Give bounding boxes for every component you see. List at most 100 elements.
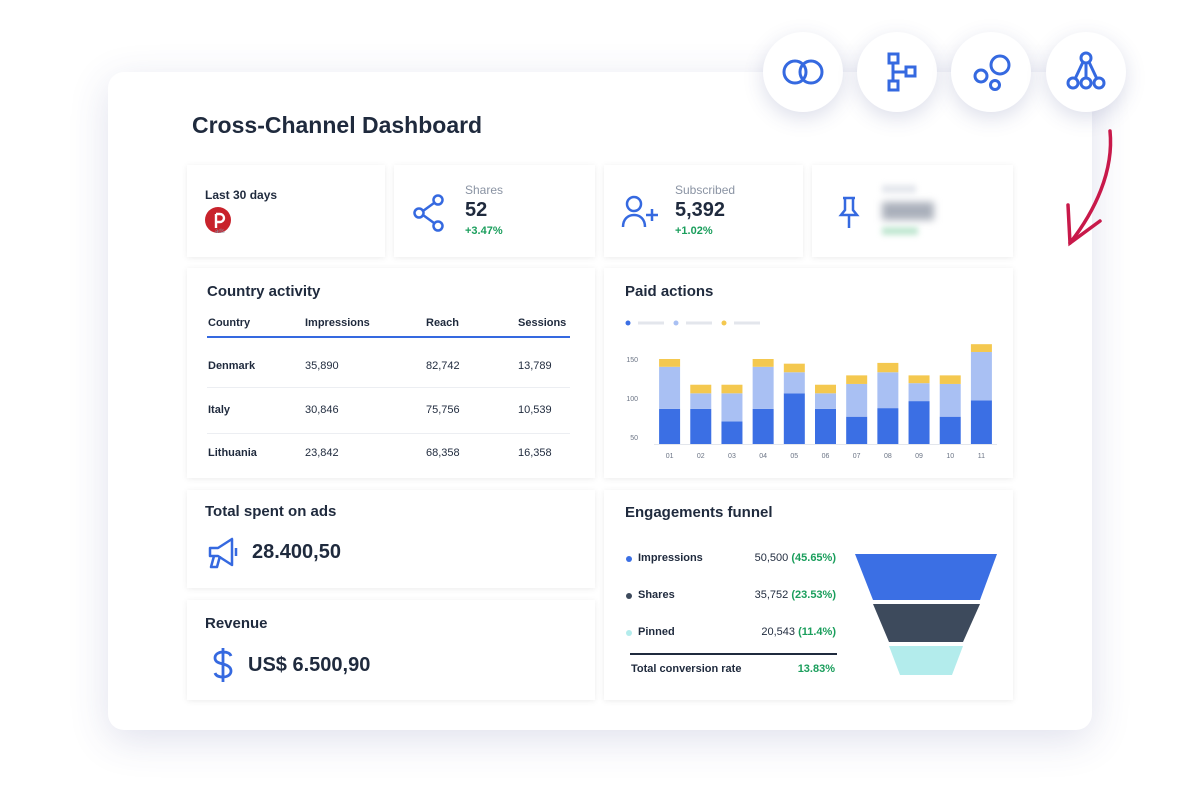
blurred-value: [882, 202, 934, 220]
x-tick-label: 07: [853, 453, 861, 460]
column-header: Sessions: [518, 317, 567, 329]
kpi-card: [812, 165, 1013, 257]
funnel-stage: [855, 554, 997, 600]
dollar-icon: [213, 648, 233, 682]
bar-segment: [659, 366, 681, 409]
bar-segment: [939, 383, 961, 417]
kpi-value: 52: [465, 199, 488, 221]
total-rule: [630, 653, 837, 655]
bar-segment: [659, 358, 681, 367]
kpi-label: Shares: [465, 183, 504, 197]
column-header: Reach: [426, 317, 460, 329]
kpi-card: Last 30 days ads: [187, 165, 385, 257]
x-tick-label: 10: [946, 453, 954, 460]
arrow: [1066, 129, 1113, 247]
stat-value: US$ 6.500,90: [248, 654, 371, 676]
kpi-change: +1.02%: [675, 225, 713, 237]
funnel-stage: [873, 604, 980, 642]
cell: 13,789: [518, 360, 552, 372]
funnel-label: Impressions: [638, 552, 703, 564]
x-tick-label: 08: [884, 453, 892, 460]
funnel-figure: 50,500 (45.65%): [755, 552, 836, 564]
bar-segment: [690, 384, 712, 394]
legend-dot: [626, 593, 632, 599]
bar-segment: [690, 393, 712, 409]
bar-segment: [877, 372, 899, 409]
blurred-label: [882, 185, 916, 193]
share-icon: [413, 194, 444, 232]
bar-segment: [970, 344, 992, 352]
bar-segment: [908, 375, 930, 384]
bar-segment: [721, 393, 743, 422]
card-title: Total spent on ads: [205, 503, 337, 520]
view-button[interactable]: [1046, 32, 1126, 112]
total-value: 13.83%: [797, 663, 835, 675]
pin-icon: [838, 196, 860, 228]
stat-card: Revenue US$ 6.500,90: [187, 600, 595, 700]
bar-segment: [815, 393, 836, 409]
table-card: Country activity Country Impressions Reach…: [187, 268, 595, 478]
pinterest-icon: [205, 207, 231, 233]
row-divider: [207, 387, 570, 388]
cell: 23,842: [305, 447, 339, 459]
view-button[interactable]: [763, 32, 843, 112]
bar-segment: [970, 351, 992, 401]
legend-dot: [626, 630, 632, 636]
x-tick-label: 03: [728, 453, 736, 460]
stat-card: Total spent on ads 28.400,50: [187, 490, 595, 588]
x-tick-label: 06: [822, 453, 830, 460]
chart: 50 100 150 01 02 03 04 05 06 07 08 09 10 11: [625, 320, 997, 460]
card-title: Engagements funnel: [625, 504, 773, 521]
kpi-change: +3.47%: [465, 225, 503, 237]
funnel-value: 20,543: [761, 626, 796, 638]
x-tick-label: 11: [978, 453, 985, 460]
y-tick-label: 50: [630, 435, 638, 442]
funnel-value: 50,500: [754, 552, 789, 564]
bar-segment: [846, 375, 868, 384]
bar-segment: [815, 408, 836, 444]
row-label: Italy: [208, 404, 231, 416]
cell: 35,890: [305, 360, 339, 372]
bar-segment: [752, 366, 774, 409]
chart-card: Paid actions 50 100 150 01 02 03 04 05 06 07 08 09 1…: [604, 268, 1013, 478]
funnel-pct: (45.65%): [791, 552, 836, 564]
total-label: Total conversion rate: [631, 663, 742, 675]
bar-segment: [846, 416, 868, 444]
blurred-change: [882, 227, 918, 235]
legend-dot: [673, 320, 679, 326]
funnel-pct: (23.53%): [791, 589, 836, 601]
legend-dot: [625, 320, 631, 326]
x-tick-label: 02: [697, 453, 705, 460]
x-tick-label: 01: [666, 453, 674, 460]
bar-segment: [877, 408, 899, 444]
y-tick-label: 100: [626, 396, 638, 403]
bar-segment: [815, 384, 836, 394]
bar-segment: [721, 384, 743, 394]
view-button[interactable]: [951, 32, 1031, 112]
bar-segment: [690, 408, 712, 444]
row-divider: [207, 433, 570, 434]
column-header: Country: [208, 317, 251, 329]
bar-segment: [783, 372, 805, 394]
bar-segment: [908, 401, 930, 444]
funnel-stage: [889, 646, 963, 675]
cell: 68,358: [426, 447, 460, 459]
x-tick-label: 09: [915, 453, 923, 460]
legend-dot: [626, 556, 632, 562]
bar-segment: [939, 375, 961, 384]
view-button[interactable]: [857, 32, 937, 112]
user-plus-icon: [621, 195, 658, 228]
funnel-label: Pinned: [638, 626, 675, 638]
bar-segment: [752, 408, 774, 444]
title: Cross-Channel Dashboard: [192, 112, 483, 138]
card-title: Country activity: [207, 283, 321, 300]
header-rule: [207, 336, 570, 338]
megaphone-icon: [208, 537, 238, 569]
kpi-card: Subscribed 5,392 +1.02%: [604, 165, 803, 257]
cell: 10,539: [518, 404, 552, 416]
cell: 16,358: [518, 447, 552, 459]
column-header: Impressions: [305, 317, 370, 329]
bar-segment: [970, 400, 992, 444]
bar-segment: [721, 421, 743, 444]
